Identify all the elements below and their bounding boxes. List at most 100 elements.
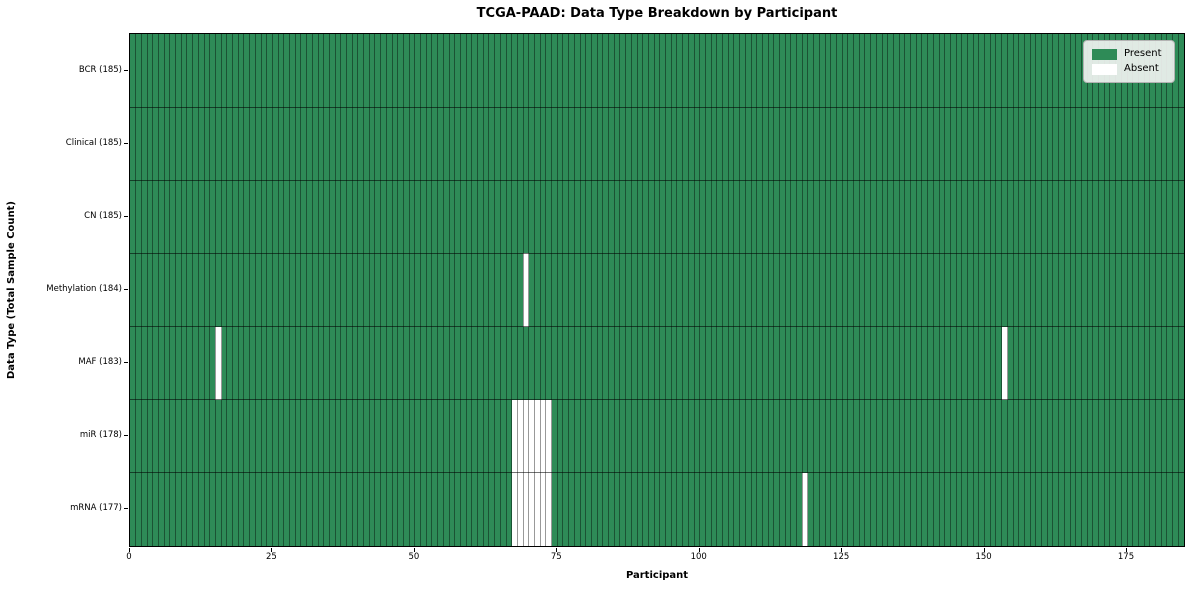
- cell-edge-vertical: [448, 34, 450, 546]
- cell-edge-vertical: [573, 34, 575, 546]
- cell-edge-vertical: [180, 34, 182, 546]
- row-separator: [130, 472, 1184, 474]
- cell-edge-vertical: [596, 34, 598, 546]
- x-tick-label: 25: [266, 552, 277, 562]
- cell-edge-vertical: [311, 34, 313, 546]
- heatmap-grid: [130, 34, 1184, 546]
- cell-edge-vertical: [1120, 34, 1122, 546]
- cell-edge-vertical: [1058, 34, 1060, 546]
- cell-edge-vertical: [1092, 34, 1094, 546]
- x-tick-mark: [1126, 548, 1128, 552]
- cell-edge-vertical: [459, 34, 461, 546]
- cell-edge-vertical: [955, 34, 957, 546]
- cell-edge-vertical: [374, 34, 376, 546]
- cell-edge-vertical: [197, 34, 199, 546]
- cell-edge-vertical: [590, 34, 592, 546]
- y-tick-label: miR (178): [79, 430, 122, 441]
- cell-edge-vertical: [357, 34, 359, 546]
- cell-edge-vertical: [522, 34, 524, 546]
- cell-edge-vertical: [585, 34, 587, 546]
- cell-edge-vertical: [892, 34, 894, 546]
- cell-edge-vertical: [704, 34, 706, 546]
- cell-edge-vertical: [135, 34, 137, 546]
- cell-edge-vertical: [767, 34, 769, 546]
- cell-edge-vertical: [368, 34, 370, 546]
- cell-edge-vertical: [499, 34, 501, 546]
- cell-edge-vertical: [1018, 34, 1020, 546]
- absent-cell: [545, 472, 552, 546]
- cell-edge-vertical: [545, 34, 547, 546]
- cell-edge-vertical: [944, 34, 946, 546]
- cell-edge-vertical: [579, 34, 581, 546]
- plot-area: [129, 33, 1185, 547]
- absent-cell: [545, 399, 552, 473]
- cell-edge-vertical: [431, 34, 433, 546]
- y-tick-mark: [124, 508, 128, 510]
- x-tick-label: 75: [550, 552, 562, 562]
- x-tick-mark: [983, 548, 985, 552]
- cell-edge-vertical: [146, 34, 148, 546]
- cell-edge-vertical: [328, 34, 330, 546]
- cell-edge-vertical: [636, 34, 638, 546]
- cell-edge-vertical: [551, 34, 553, 546]
- cell-edge-vertical: [391, 34, 393, 546]
- cell-edge-vertical: [875, 34, 877, 546]
- cell-edge-vertical: [625, 34, 627, 546]
- cell-edge-vertical: [813, 34, 815, 546]
- absent-swatch: [1092, 63, 1117, 75]
- cell-edge-vertical: [841, 34, 843, 546]
- cell-edge-vertical: [1160, 34, 1162, 546]
- cell-edge-vertical: [140, 34, 142, 546]
- cell-edge-vertical: [881, 34, 883, 546]
- cell-edge-vertical: [157, 34, 159, 546]
- cell-edge-vertical: [995, 34, 997, 546]
- cell-edge-vertical: [984, 34, 986, 546]
- x-tick-label: 150: [975, 552, 992, 562]
- y-tick-mark: [124, 435, 128, 437]
- x-tick-label: 0: [126, 552, 132, 562]
- cell-edge-vertical: [568, 34, 570, 546]
- cell-edge-vertical: [1023, 34, 1025, 546]
- cell-edge-vertical: [847, 34, 849, 546]
- cell-edge-vertical: [835, 34, 837, 546]
- y-tick-label: BCR (185): [78, 64, 122, 75]
- cell-edge-vertical: [420, 34, 422, 546]
- cell-edge-vertical: [471, 34, 473, 546]
- cell-edge-vertical: [1143, 34, 1145, 546]
- cell-edge-vertical: [710, 34, 712, 546]
- cell-edge-vertical: [363, 34, 365, 546]
- cell-edge-vertical: [516, 34, 518, 546]
- x-tick-label: 175: [1117, 552, 1135, 562]
- cell-edge-vertical: [1052, 34, 1054, 546]
- cell-edge-vertical: [1137, 34, 1139, 546]
- cell-edge-vertical: [687, 34, 689, 546]
- absent-cell: [540, 472, 547, 546]
- cell-edge-vertical: [824, 34, 826, 546]
- cell-edge-vertical: [402, 34, 404, 546]
- cell-edge-vertical: [750, 34, 752, 546]
- cell-edge-vertical: [203, 34, 205, 546]
- cell-edge-vertical: [608, 34, 610, 546]
- absent-cell: [540, 399, 547, 473]
- cell-edge-vertical: [1063, 34, 1065, 546]
- present-swatch: [1092, 48, 1117, 60]
- cell-edge-vertical: [323, 34, 325, 546]
- cell-edge-vertical: [254, 34, 256, 546]
- cell-edge-vertical: [727, 34, 729, 546]
- cell-edge-vertical: [534, 34, 535, 546]
- x-tick-mark: [271, 548, 273, 552]
- cell-edge-vertical: [1075, 34, 1077, 546]
- row-separator: [130, 179, 1184, 181]
- x-axis-label: Participant: [625, 570, 689, 581]
- cell-edge-vertical: [243, 34, 245, 546]
- cell-edge-vertical: [1115, 34, 1117, 546]
- cell-edge-vertical: [1098, 34, 1100, 546]
- cell-edge-vertical: [306, 34, 308, 546]
- cell-edge-vertical: [904, 34, 906, 546]
- cell-edge-vertical: [682, 34, 684, 546]
- cell-edge-vertical: [425, 34, 427, 546]
- cell-edge-vertical: [1029, 34, 1031, 546]
- cell-edge-vertical: [1012, 34, 1014, 546]
- cell-edge-vertical: [539, 34, 541, 546]
- cell-edge-vertical: [647, 34, 649, 546]
